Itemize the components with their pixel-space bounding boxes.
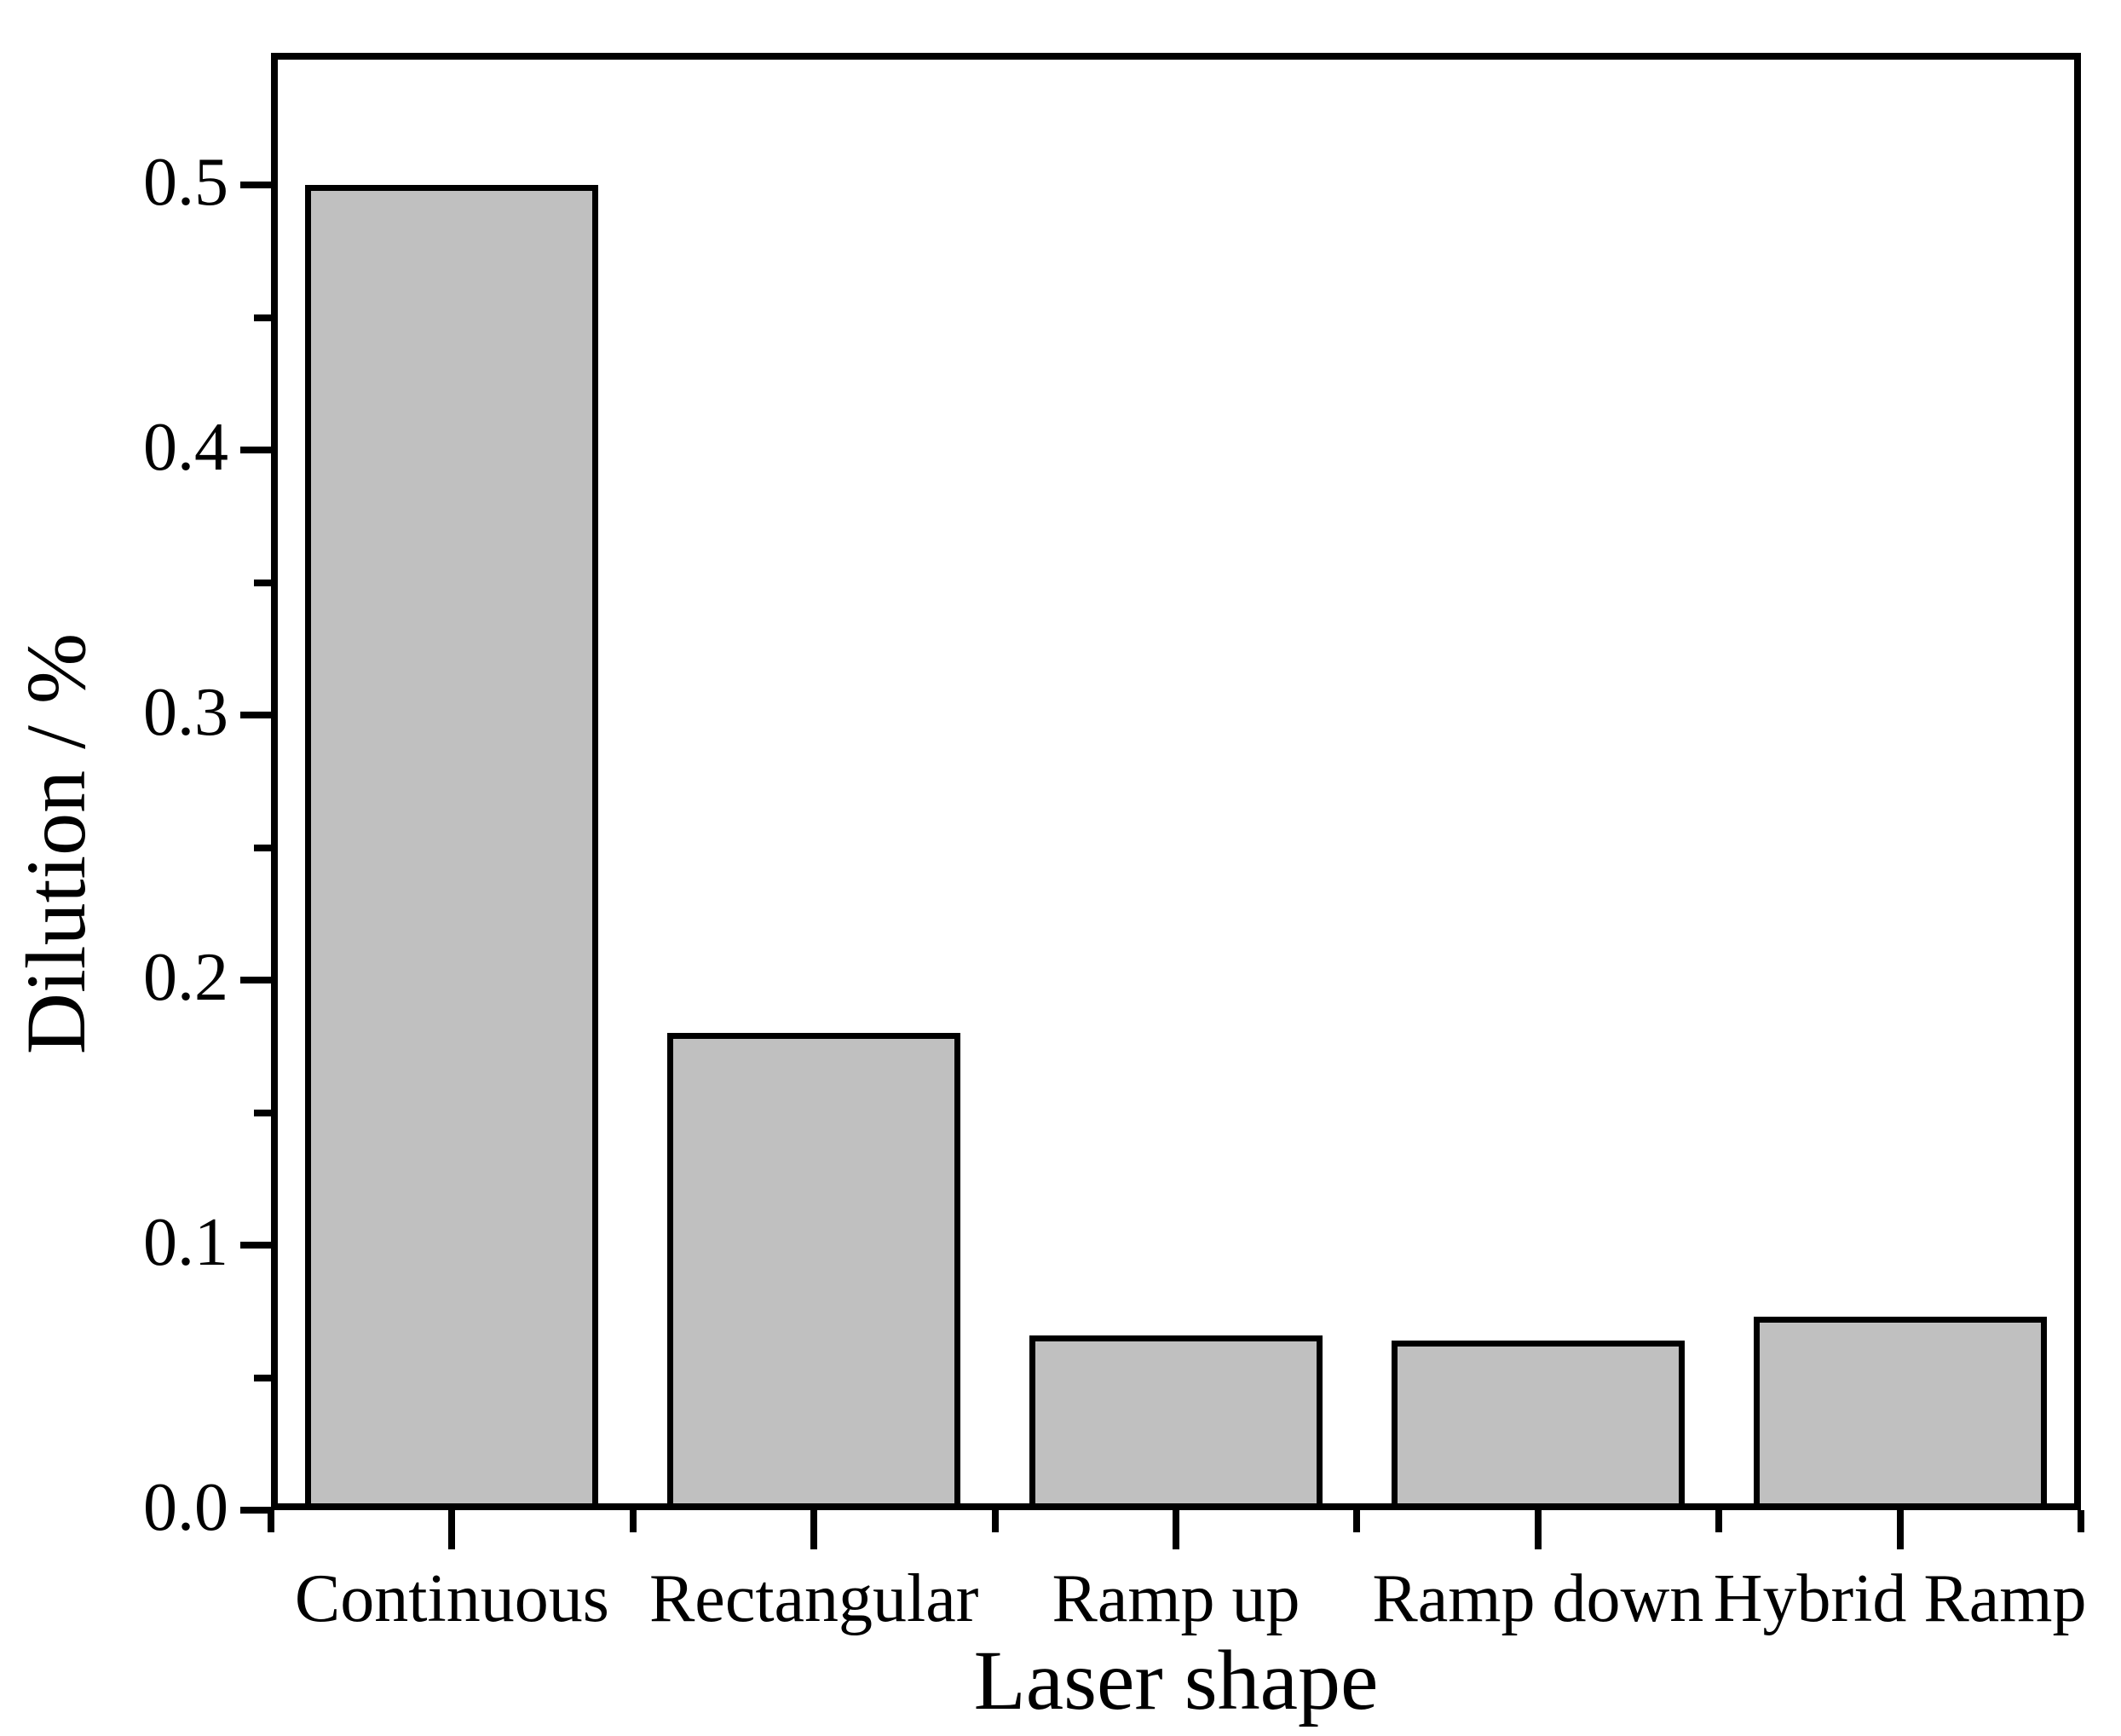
y-major-tick — [240, 977, 271, 984]
bar-hybrid-ramp — [1753, 1317, 2047, 1510]
y-major-tick — [240, 1242, 271, 1249]
y-minor-tick — [254, 1374, 271, 1381]
plot-area: 0.0 0.1 0.2 0.3 0.4 0.5 Continuous Rectangular R… — [143, 53, 2086, 1633]
y-major-tick — [240, 447, 271, 454]
x-major-tick — [1896, 1510, 1904, 1549]
x-category-label-hybrid-ramp: Hybrid Ramp — [1713, 1561, 2087, 1636]
y-tick-label: 0.0 — [143, 1469, 228, 1545]
x-category-label-ramp-down: Ramp down — [1372, 1561, 1704, 1636]
x-axis-title: Laser shape — [973, 1633, 1379, 1727]
x-category-label-ramp-up: Ramp up — [1052, 1561, 1300, 1636]
x-minor-tick — [2078, 1510, 2084, 1532]
y-minor-tick — [254, 844, 271, 851]
x-major-tick — [1173, 1510, 1179, 1549]
y-major-tick — [240, 712, 271, 719]
x-major-tick — [1534, 1510, 1542, 1549]
y-tick-label: 0.3 — [143, 675, 228, 751]
x-major-tick — [810, 1510, 818, 1549]
y-tick-label: 0.1 — [143, 1204, 228, 1280]
y-tick-label: 0.4 — [143, 410, 228, 486]
x-minor-tick — [1353, 1510, 1361, 1532]
bar-continuous — [305, 185, 599, 1510]
x-category-label-continuous: Continuous — [294, 1561, 609, 1636]
y-axis-title: Dilution / % — [9, 632, 103, 1055]
bar-ramp-down — [1391, 1341, 1685, 1510]
x-major-tick — [448, 1510, 456, 1549]
y-minor-tick — [254, 314, 271, 321]
bar-ramp-up — [1029, 1335, 1323, 1510]
y-major-tick — [240, 1507, 271, 1514]
x-minor-tick — [991, 1510, 999, 1532]
y-minor-tick — [254, 579, 271, 586]
x-minor-tick — [1715, 1510, 1723, 1532]
y-minor-tick — [254, 1109, 271, 1116]
x-minor-tick — [268, 1510, 274, 1532]
bar-rectangular — [667, 1033, 961, 1510]
y-tick-label: 0.5 — [143, 145, 228, 221]
x-category-label-rectangular: Rectangular — [648, 1561, 979, 1636]
y-tick-label: 0.2 — [143, 939, 228, 1015]
y-major-tick — [240, 182, 271, 189]
x-minor-tick — [629, 1510, 637, 1532]
